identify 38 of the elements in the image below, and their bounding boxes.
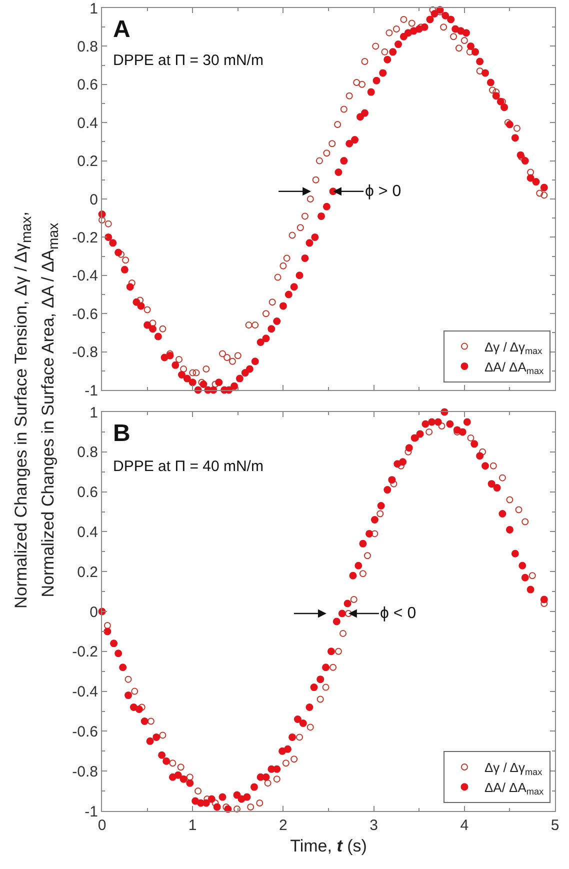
legend-label: Δγ / Δγ$_{max}$ — [484, 339, 543, 356]
y-tick-label: -0.4 — [72, 684, 98, 701]
annotation: B — [113, 420, 130, 447]
x-axis-title: Time, t (s) — [290, 836, 367, 856]
y-tick-label: 0.2 — [77, 153, 98, 170]
y-tick-label: 0.6 — [77, 76, 98, 94]
annotation: DPPE at Π = 30 mN/m — [113, 52, 264, 69]
x-tick-label: 4 — [460, 817, 469, 834]
y-tick-label: -0.8 — [72, 344, 98, 362]
y-tick-label: -0.6 — [72, 306, 98, 323]
legend-label: Δγ / Δγ$_{max}$ — [484, 760, 543, 777]
x-tick-label: 2 — [279, 817, 288, 834]
y-tick-label: -1 — [84, 803, 98, 820]
y-tick-label: 0.2 — [77, 564, 98, 581]
x-tick-label: 3 — [370, 817, 378, 834]
annotation: ϕ < 0 — [380, 605, 416, 622]
annotation: ϕ > 0 — [365, 183, 402, 200]
x-tick-label: 1 — [188, 817, 197, 834]
y-tick-label: 0 — [90, 191, 98, 208]
y-tick-label: 1 — [90, 404, 98, 422]
y-tick-label: 0 — [90, 604, 98, 621]
y-tick-label: 1 — [90, 0, 98, 18]
y-tick-label: -0.4 — [72, 268, 98, 285]
y-tick-label: -0.8 — [72, 763, 98, 780]
y-tick-label: -1 — [84, 382, 98, 400]
y-tick-label: 0.8 — [77, 38, 98, 56]
x-tick-label: 5 — [550, 817, 560, 834]
y-tick-label: 0.4 — [77, 524, 98, 541]
legend-label: ΔA/ ΔA$_{max}$ — [484, 359, 544, 376]
y-tick-label: 0.4 — [77, 114, 98, 132]
y-tick-label: -0.6 — [72, 723, 98, 740]
y-tick-label: -0.2 — [72, 644, 98, 661]
annotation: DPPE at Π = 40 mN/m — [113, 458, 264, 475]
annotation: A — [113, 16, 130, 43]
y-tick-label: 0.8 — [77, 444, 98, 462]
legend-label: ΔA/ ΔA$_{max}$ — [484, 780, 544, 797]
y-tick-label: 0.6 — [77, 484, 98, 502]
y-tick-label: -0.2 — [72, 229, 98, 246]
